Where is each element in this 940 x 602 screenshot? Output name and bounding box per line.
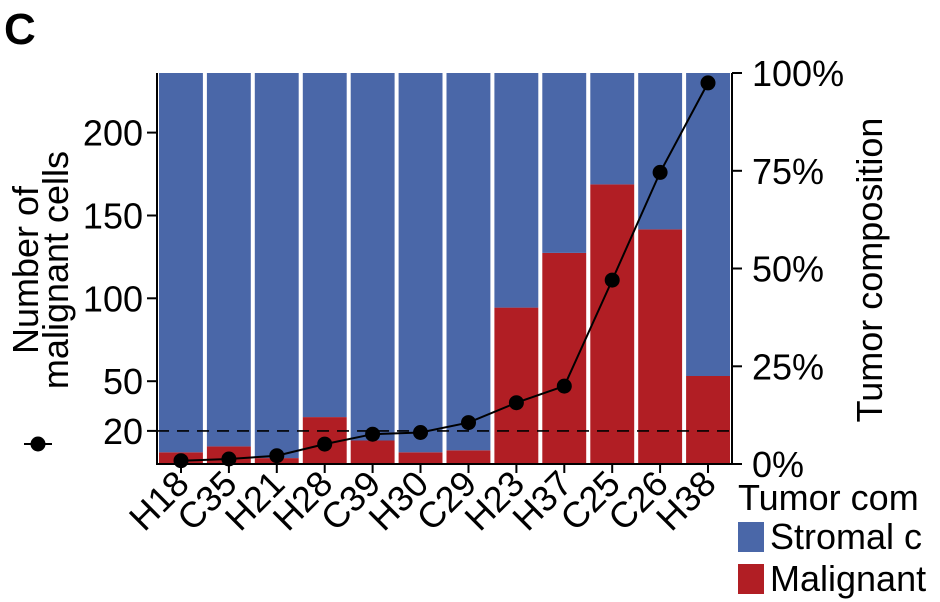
line-point-H21	[269, 448, 285, 464]
bar-stromal-H30	[398, 73, 443, 453]
x-tick-label-H38: H38	[648, 463, 724, 539]
left-axis-title-line1: Number of	[5, 185, 46, 354]
line-point-H37	[556, 378, 572, 394]
line-point-C39	[365, 426, 381, 442]
legend-swatch-1	[738, 564, 764, 594]
left-tick-label-100: 100	[83, 278, 143, 319]
right-ticks-group: 0% 25% 50% 75% 100%	[732, 53, 844, 485]
legend-label-0: Stromal c	[770, 516, 922, 557]
left-tick-label-150: 150	[83, 196, 143, 237]
line-point-H23	[508, 395, 524, 411]
bar-malignant-H38	[686, 376, 730, 464]
legend-swatch-0	[738, 522, 764, 552]
left-tick-label-200: 200	[83, 113, 143, 154]
line-point-C25	[604, 272, 620, 288]
right-tick-label-25: 25%	[752, 346, 824, 387]
panel-label: C	[4, 5, 36, 54]
right-tick-label-50: 50%	[752, 249, 824, 290]
left-tick-label-20: 20	[103, 411, 143, 452]
line-point-C29	[461, 415, 476, 431]
right-axis-title: Tumor composition	[849, 118, 890, 423]
left-axis-title: Number of malignant cells	[5, 151, 76, 389]
bar-stromal-C25	[590, 73, 635, 185]
line-series-path	[180, 82, 709, 462]
legend-label-1: Malignant	[770, 558, 926, 599]
bars-group	[159, 73, 730, 464]
legend-title: Tumor com	[738, 477, 919, 518]
bar-malignant-H23	[494, 307, 539, 464]
right-tick-label-0: 0%	[752, 444, 804, 485]
right-tick-label-100: 100%	[752, 53, 844, 94]
left-ticks-group: 20 50 100 150 200	[83, 113, 157, 452]
line-point-C35	[221, 451, 237, 467]
bar-stromal-C29	[446, 73, 491, 451]
line-point-H28	[317, 436, 333, 452]
bar-malignant-C39	[350, 440, 395, 464]
bar-stromal-H23	[494, 73, 539, 308]
left-tick-label-50: 50	[103, 361, 143, 402]
bar-stromal-C39	[350, 73, 395, 441]
bar-malignant-C29	[446, 450, 491, 464]
left-axis-title-line2: malignant cells	[35, 151, 76, 389]
line-point-C26	[652, 164, 668, 180]
bar-malignant-C25	[590, 184, 635, 464]
bar-stromal-H28	[302, 73, 347, 418]
bar-stromal-H38	[686, 73, 730, 376]
bar-stromal-C35	[206, 73, 251, 447]
line-point-H30	[413, 425, 428, 440]
bar-malignant-C26	[638, 229, 683, 464]
bar-stromal-H37	[542, 73, 587, 253]
right-tick-label-75: 75%	[752, 151, 824, 192]
bar-stromal-H18	[159, 73, 203, 453]
line-point-H38	[700, 75, 716, 91]
bar-stromal-H21	[254, 73, 299, 459]
bar-malignant-H30	[398, 452, 443, 464]
bar-malignant-H37	[542, 252, 587, 464]
